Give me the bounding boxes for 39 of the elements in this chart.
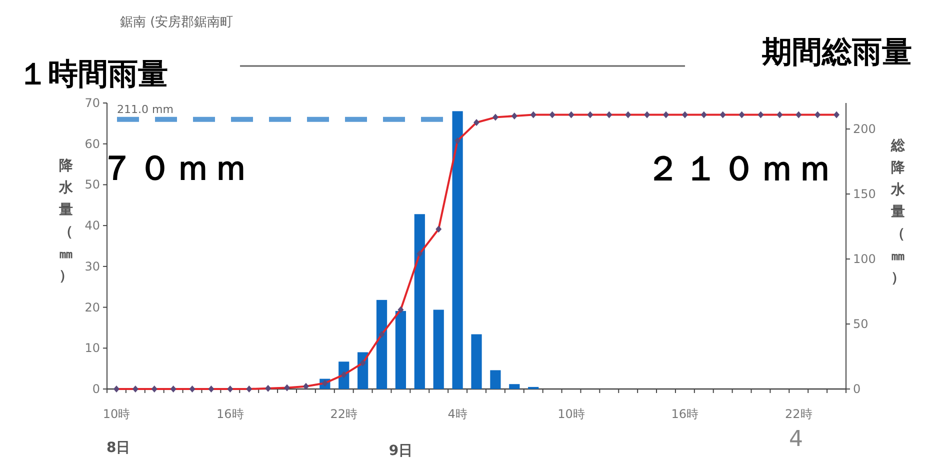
x-tick-label: 10時 bbox=[102, 407, 130, 421]
x-tick-label: 22時 bbox=[330, 407, 358, 421]
y2-tick-label: 100 bbox=[853, 252, 876, 266]
text: 4 bbox=[789, 427, 803, 452]
x-tick-label: 16時 bbox=[671, 407, 699, 421]
annotation: 211.0 mm bbox=[117, 103, 174, 116]
y-tick-label: 20 bbox=[84, 300, 100, 314]
y-tick-label: 0 bbox=[92, 382, 100, 396]
text: 8日 bbox=[106, 440, 130, 456]
y-axis-title: 降水量（㎜） bbox=[58, 158, 74, 284]
x-tick-label: 10時 bbox=[558, 407, 585, 421]
y-tick-label: 70 bbox=[84, 96, 100, 110]
bar bbox=[490, 370, 501, 389]
bar bbox=[433, 310, 444, 389]
bar bbox=[376, 300, 388, 389]
y2-tick-label: 0 bbox=[853, 382, 861, 396]
y2-axis-title: 総降水量（㎜） bbox=[890, 138, 906, 286]
y2-tick-label: 200 bbox=[853, 122, 876, 136]
y-tick-label: 50 bbox=[84, 178, 100, 192]
y2-tick-label: 150 bbox=[853, 187, 876, 201]
ref-line-label: ７０ｍｍ bbox=[100, 148, 252, 188]
y-tick-label: 40 bbox=[84, 218, 100, 233]
y-tick-label: 10 bbox=[84, 341, 100, 356]
text: 期間総雨量 bbox=[761, 35, 912, 70]
bar bbox=[395, 310, 406, 389]
text: 9日 bbox=[388, 443, 413, 459]
annotation: ２１０ｍｍ bbox=[646, 149, 836, 189]
y-tick-label: 60 bbox=[84, 136, 100, 151]
x-tick-label: 4時 bbox=[448, 407, 468, 421]
bar bbox=[509, 384, 520, 389]
x-tick-label: 22時 bbox=[784, 407, 812, 421]
bar bbox=[414, 214, 425, 389]
y-tick-label: 30 bbox=[84, 259, 100, 274]
bar bbox=[452, 111, 463, 389]
chart-title: 鋸南 (安房郡鋸南町 bbox=[120, 14, 234, 30]
text: １時間雨量 bbox=[18, 57, 168, 92]
x-tick-label: 16時 bbox=[216, 407, 244, 421]
bar bbox=[471, 334, 482, 389]
y2-tick-label: 50 bbox=[853, 317, 868, 331]
